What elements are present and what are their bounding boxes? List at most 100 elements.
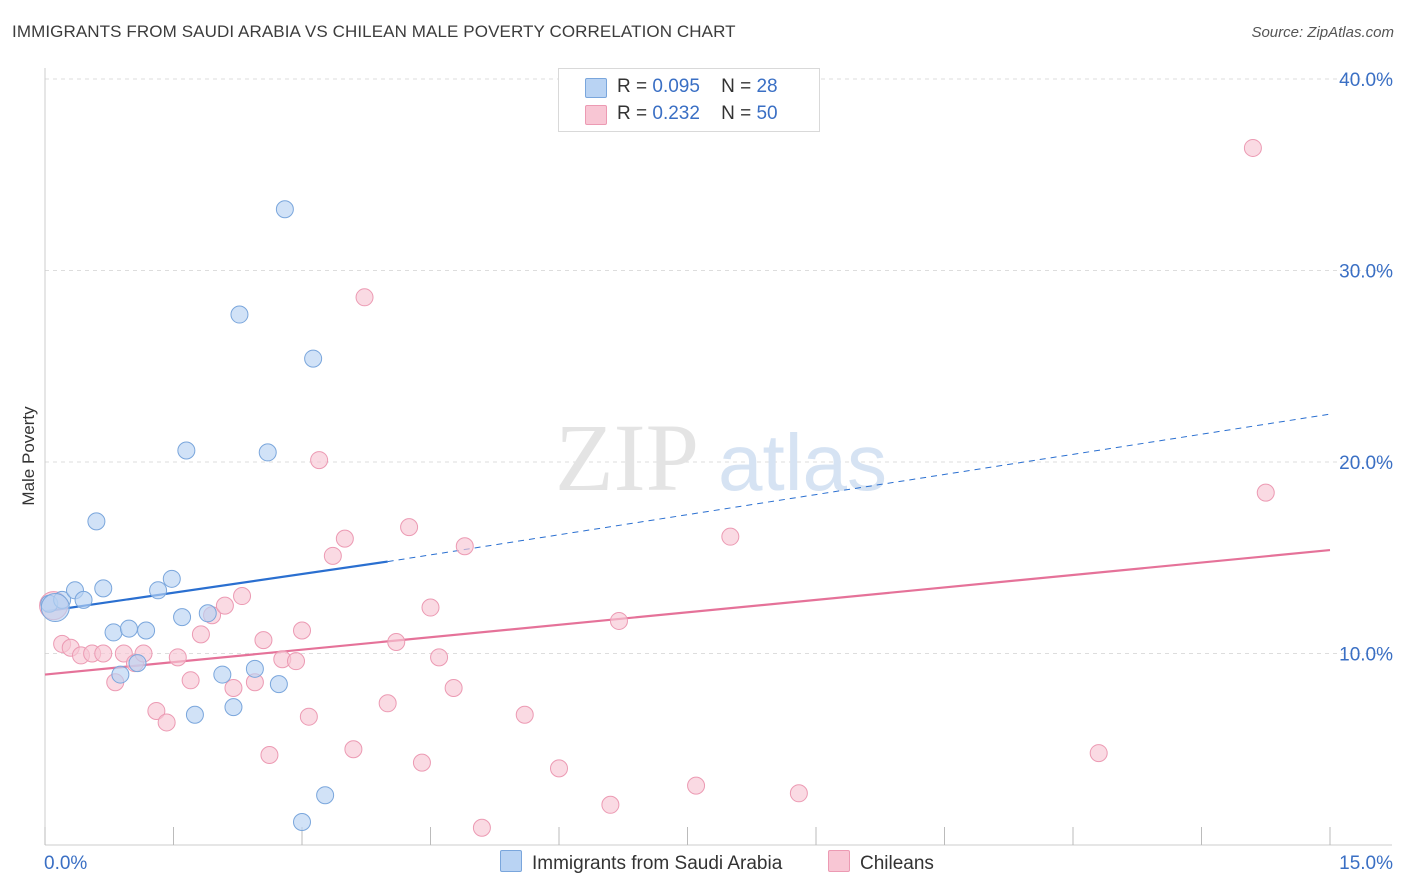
point-chileans: [609, 611, 628, 630]
point-chileans: [147, 701, 166, 720]
legend-r-value: 0.232: [652, 103, 700, 124]
point-saudi: [275, 200, 294, 219]
point-saudi: [185, 705, 204, 724]
legend-n-value: 50: [756, 103, 778, 124]
point-chileans: [412, 753, 431, 772]
point-saudi: [137, 621, 156, 640]
point-chileans: [254, 631, 273, 650]
legend: R = 0.095 N = 28 R = 0.232 N = 50: [558, 68, 820, 132]
point-chileans: [515, 705, 534, 724]
watermark-zip: ZIP: [555, 404, 699, 511]
point-saudi: [173, 608, 192, 627]
point-chileans: [472, 818, 491, 837]
point-chileans: [335, 529, 354, 548]
point-saudi: [230, 305, 249, 324]
chart-title: IMMIGRANTS FROM SAUDI ARABIA VS CHILEAN …: [12, 22, 736, 41]
point-saudi: [162, 569, 181, 588]
bottom-legend-swatch-pink: [828, 850, 850, 872]
trend-line-saudi-extension: [387, 413, 1331, 563]
point-chileans: [215, 596, 234, 615]
point-saudi: [177, 441, 196, 460]
point-chileans: [233, 587, 252, 606]
point-chileans: [1256, 483, 1275, 502]
point-saudi: [119, 619, 138, 638]
data-points: [39, 138, 1275, 837]
point-chileans: [157, 713, 176, 732]
point-saudi: [258, 443, 277, 462]
point-chileans: [378, 694, 397, 713]
point-chileans: [260, 745, 279, 764]
point-chileans: [344, 740, 363, 759]
point-saudi: [293, 813, 311, 832]
watermark: ZIP atlas: [555, 404, 887, 511]
legend-swatch-pink: [585, 105, 607, 125]
point-chileans: [323, 546, 342, 565]
legend-r-value: 0.095: [652, 76, 700, 97]
point-saudi: [149, 581, 168, 600]
legend-r-label: R =: [617, 103, 648, 124]
x-tick-label: 15.0%: [1339, 853, 1393, 874]
legend-n-label: N =: [721, 103, 752, 124]
point-saudi: [213, 665, 232, 684]
point-chileans: [1089, 744, 1108, 763]
point-chileans: [191, 625, 210, 644]
bottom-legend-chileans: Chileans: [828, 850, 934, 875]
point-chileans: [387, 633, 406, 652]
point-saudi: [245, 659, 264, 678]
legend-r-label: R =: [617, 76, 648, 97]
point-chileans: [1243, 138, 1262, 157]
point-saudi: [316, 786, 335, 805]
point-chileans: [181, 671, 200, 690]
point-chileans: [310, 451, 329, 470]
point-saudi: [40, 593, 70, 623]
grid-lines: [45, 78, 1392, 654]
y-tick-label: 30.0%: [1339, 262, 1393, 283]
point-chileans: [601, 795, 620, 814]
bottom-legend-label-saudi: Immigrants from Saudi Arabia: [532, 853, 783, 874]
x-tick-label: 0.0%: [44, 853, 87, 874]
point-chileans: [789, 784, 808, 803]
point-saudi: [198, 604, 217, 623]
point-chileans: [168, 648, 187, 667]
point-chileans: [455, 537, 474, 556]
y-tick-label: 20.0%: [1339, 453, 1393, 474]
point-chileans: [293, 621, 311, 640]
point-chileans: [299, 707, 318, 726]
point-chileans: [550, 759, 568, 778]
legend-n-label: N =: [721, 76, 752, 97]
point-chileans: [430, 648, 449, 667]
legend-n-value: 28: [756, 76, 778, 97]
point-saudi: [269, 675, 288, 694]
point-saudi: [94, 579, 113, 598]
point-saudi: [74, 590, 93, 609]
bottom-legend-swatch-blue: [500, 850, 522, 872]
legend-swatch-blue: [585, 78, 607, 98]
bottom-legend-saudi: Immigrants from Saudi Arabia: [500, 850, 782, 875]
point-chileans: [421, 598, 440, 617]
point-saudi: [304, 349, 323, 368]
point-chileans: [94, 644, 113, 663]
y-tick-label: 10.0%: [1339, 645, 1393, 666]
point-saudi: [87, 512, 106, 531]
point-chileans: [287, 652, 306, 671]
trend-line-chileans: [44, 548, 1331, 676]
point-chileans: [721, 527, 740, 546]
point-chileans: [400, 518, 419, 537]
source-label: Source: ZipAtlas.com: [1251, 24, 1394, 41]
axes: [44, 68, 1392, 846]
point-chileans: [687, 776, 706, 795]
point-chileans: [355, 288, 374, 307]
watermark-atlas: atlas: [718, 418, 887, 507]
point-chileans: [444, 678, 463, 697]
point-saudi: [224, 698, 243, 717]
bottom-legend-label-chileans: Chileans: [860, 853, 934, 874]
trend-line-saudi: [44, 560, 388, 613]
point-saudi: [128, 654, 147, 673]
point-saudi: [111, 665, 130, 684]
y-tick-label: 40.0%: [1339, 70, 1393, 91]
axis-labels: 10.0% 20.0% 30.0% 40.0% 0.0% 15.0%: [44, 70, 1393, 874]
trend-lines: [44, 413, 1331, 676]
point-saudi: [104, 623, 123, 642]
point-chileans: [224, 678, 243, 697]
